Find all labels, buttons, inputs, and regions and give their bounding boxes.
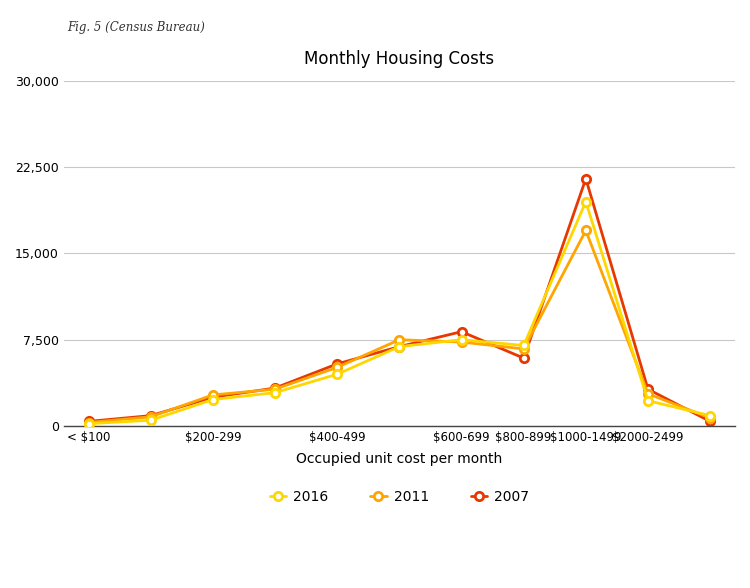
2016: [581, 198, 590, 205]
2007: [394, 343, 404, 350]
2007: [581, 175, 590, 182]
2007: [333, 360, 342, 368]
2016: [706, 412, 715, 419]
2016: [333, 370, 342, 377]
2011: [209, 392, 218, 399]
Line: 2007: 2007: [85, 175, 714, 426]
Text: Fig. 5 (Census Bureau): Fig. 5 (Census Bureau): [68, 21, 206, 34]
Line: 2016: 2016: [85, 198, 714, 428]
Line: 2011: 2011: [85, 226, 714, 427]
2011: [519, 345, 528, 352]
2011: [644, 390, 652, 397]
2016: [644, 397, 652, 404]
2011: [146, 413, 155, 420]
2016: [84, 420, 93, 427]
2007: [146, 412, 155, 419]
2011: [581, 227, 590, 234]
2007: [644, 386, 652, 393]
2016: [209, 396, 218, 403]
2016: [457, 336, 466, 343]
2011: [394, 336, 404, 343]
2007: [271, 385, 280, 392]
2011: [457, 339, 466, 346]
2016: [146, 417, 155, 424]
2007: [457, 328, 466, 335]
2007: [706, 418, 715, 425]
2016: [271, 389, 280, 396]
2016: [394, 343, 404, 350]
2011: [271, 386, 280, 393]
2011: [706, 415, 715, 422]
Legend: 2016, 2011, 2007: 2016, 2011, 2007: [264, 485, 535, 510]
2011: [333, 364, 342, 371]
2007: [209, 394, 218, 401]
2011: [84, 419, 93, 426]
2016: [519, 342, 528, 349]
Title: Monthly Housing Costs: Monthly Housing Costs: [304, 51, 494, 68]
2007: [519, 355, 528, 362]
2007: [84, 418, 93, 425]
X-axis label: Occupied unit cost per month: Occupied unit cost per month: [296, 452, 502, 466]
